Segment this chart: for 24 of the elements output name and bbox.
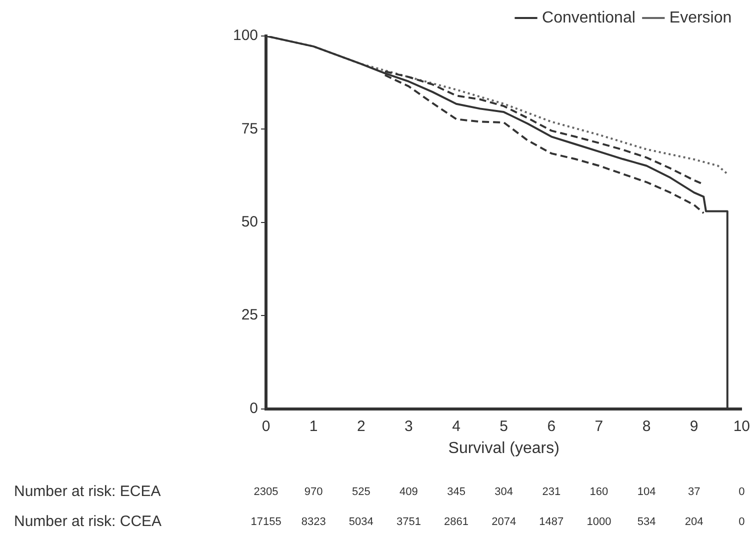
- text: 17155 8323 5034 3751 2861 2074 1487 1000 534 204 0: [250, 516, 745, 528]
- x-tick-label: 1: [309, 418, 318, 435]
- x-tick-label: 5: [500, 418, 508, 435]
- line-series: [384, 74, 705, 214]
- y-tick-label: 75: [241, 120, 258, 138]
- x-axis-title: Survival (years): [448, 440, 560, 457]
- x-tick-label: 2: [356, 418, 366, 435]
- y-tick-label: 25: [241, 306, 258, 324]
- text: Number at risk: ECEA: [14, 483, 161, 500]
- text: Number at risk: CCEA: [14, 513, 162, 530]
- x-tick-label: 8: [642, 418, 651, 435]
- text: 2305 970 525 409 345 304 231 160 104 37 0: [254, 486, 745, 498]
- x-tick-label: 6: [547, 418, 556, 435]
- x-tick-label: 9: [690, 418, 698, 435]
- x-tick-label: 0: [262, 418, 270, 435]
- y-tick-label: 0: [250, 400, 258, 417]
- x-tick-label: 4: [452, 418, 460, 435]
- x-tick-label: 7: [594, 418, 604, 435]
- legend-label: Eversion: [669, 9, 732, 26]
- y-tick-label: 100: [232, 27, 258, 44]
- x-tick-label: 3: [404, 418, 413, 435]
- y-tick-label: 50: [241, 214, 258, 231]
- x-tick-label: 10: [733, 418, 750, 435]
- legend-label: Conventional: [542, 9, 636, 26]
